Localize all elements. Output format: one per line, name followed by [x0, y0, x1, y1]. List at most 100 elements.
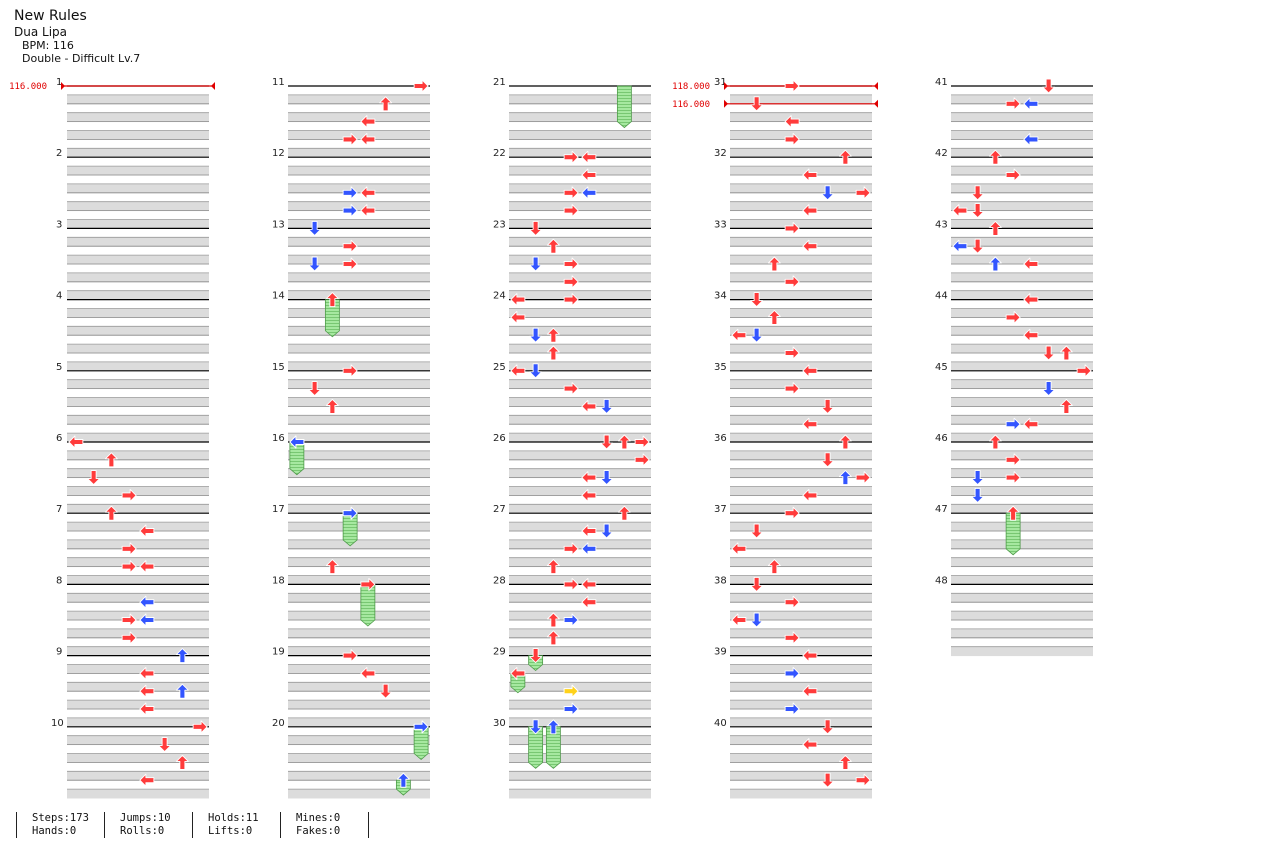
arrow-shape — [784, 702, 800, 716]
beat-shade — [67, 433, 209, 443]
arrow-down-icon — [750, 612, 764, 628]
beat-shade — [951, 522, 1093, 532]
beat-shade — [509, 539, 651, 550]
arrow-shape — [971, 238, 985, 254]
beat-shade — [730, 664, 872, 674]
beat-shade — [288, 664, 430, 674]
arrow-shape — [529, 220, 543, 236]
beat-shade — [509, 771, 651, 781]
arrow-shape — [784, 631, 800, 645]
arrow-shape — [139, 613, 155, 627]
arrow-left-icon — [1023, 293, 1039, 307]
measure-block: 32 — [714, 148, 872, 229]
step-chart: 1234567891011121314151617181920212223242… — [9, 77, 1093, 799]
measure-number: 11 — [272, 77, 285, 88]
arrow-right-icon — [1005, 453, 1021, 467]
arrow-shape — [563, 702, 579, 716]
arrow-shape — [546, 719, 560, 735]
beat-shade — [951, 183, 1093, 194]
beat-shade — [67, 522, 209, 532]
arrow-down-icon — [750, 523, 764, 539]
song-bpm: BPM: 116 — [22, 39, 74, 53]
song-header: New Rules Dua Lipa BPM: 116 Double - Dif… — [14, 8, 140, 66]
arrow-shape — [1042, 381, 1056, 397]
bpm-marker-right — [874, 82, 878, 90]
beat-shade — [509, 166, 651, 176]
arrow-down-icon — [529, 719, 543, 735]
arrow-right-icon — [563, 275, 579, 289]
measure-number: 33 — [714, 219, 727, 230]
beat-shade — [288, 771, 430, 781]
arrow-right-icon — [121, 488, 137, 502]
measure-block: 47 — [935, 504, 1093, 585]
arrow-shape — [1005, 471, 1021, 485]
measure-number: 18 — [272, 575, 285, 586]
arrow-shape — [634, 453, 650, 467]
arrow-shape — [581, 595, 597, 609]
arrow-shape — [360, 186, 376, 200]
measure-block: 44 — [935, 291, 1093, 372]
arrow-shape — [855, 471, 871, 485]
arrow-shape — [87, 470, 101, 486]
beat-shade — [67, 397, 209, 407]
arrow-shape — [139, 773, 155, 787]
beat-shade — [67, 717, 209, 728]
measure-number: 27 — [493, 504, 506, 515]
measure-block: 42 — [935, 148, 1093, 229]
beat-shade — [288, 735, 430, 746]
arrow-shape — [731, 613, 747, 627]
measure-number: 21 — [493, 77, 506, 88]
arrow-right-icon — [784, 132, 800, 146]
arrow-down-icon — [308, 256, 322, 272]
hold-note — [324, 299, 340, 338]
arrow-shape — [1023, 132, 1039, 146]
arrow-shape — [784, 666, 800, 680]
arrow-right-icon — [342, 132, 358, 146]
arrow-right-icon — [563, 150, 579, 164]
arrow-down-icon — [308, 220, 322, 236]
bpm-marker-left — [724, 82, 728, 90]
beat-shade — [288, 753, 430, 763]
arrow-shape — [510, 293, 526, 307]
arrow-right-icon — [342, 649, 358, 663]
beat-shade — [288, 272, 430, 283]
beat-shade — [951, 290, 1093, 301]
beat-shade — [730, 112, 872, 123]
arrow-right-icon — [784, 382, 800, 396]
beat-shade — [509, 611, 651, 621]
measure-number: 1 — [56, 77, 62, 88]
stat-lifts: Lifts:0 — [208, 825, 253, 837]
arrow-shape — [971, 185, 985, 201]
arrow-up-icon — [1059, 398, 1073, 414]
beat-shade — [951, 379, 1093, 390]
arrow-left-icon — [360, 115, 376, 129]
measure-number: 17 — [272, 504, 285, 515]
arrow-shape — [1005, 453, 1021, 467]
beat-shade — [288, 166, 430, 176]
measure-block: 43 — [935, 219, 1093, 301]
measure-number: 24 — [493, 291, 506, 302]
beat-shade — [67, 486, 209, 496]
stat-fakes: Fakes:0 — [296, 825, 341, 837]
arrow-left-icon — [581, 150, 597, 164]
arrow-up-icon — [988, 220, 1002, 236]
hold-body — [528, 726, 544, 769]
measure-number: 12 — [272, 148, 285, 159]
hold-note — [289, 441, 305, 476]
arrow-right-icon — [1005, 471, 1021, 485]
arrow-shape — [546, 612, 560, 628]
arrow-shape — [342, 186, 358, 200]
arrow-down-icon — [308, 381, 322, 397]
stat-column: Steps:173 Hands:0 — [16, 812, 104, 838]
stat-rolls: Rolls:0 — [120, 825, 165, 837]
beat-shade — [509, 504, 651, 514]
arrow-shape — [139, 560, 155, 574]
beat-shade — [288, 237, 430, 247]
beat-shade — [288, 219, 430, 229]
beat-shade — [509, 789, 651, 799]
arrow-shape — [1005, 97, 1021, 111]
arrow-shape — [821, 772, 835, 788]
arrow-shape — [342, 257, 358, 271]
beat-shade — [951, 646, 1093, 657]
measure-number: 22 — [493, 148, 506, 159]
